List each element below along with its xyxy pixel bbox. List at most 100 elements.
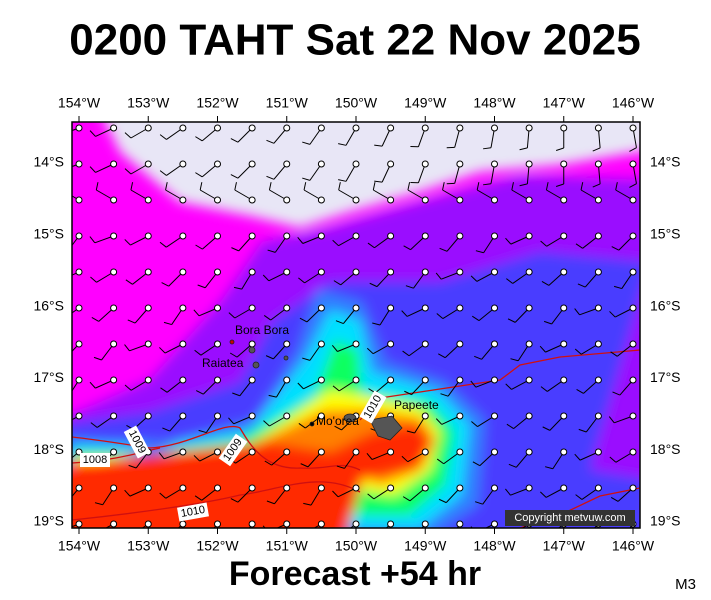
station — [75, 268, 83, 276]
lon-tick-label: 151°W — [266, 95, 309, 111]
isobar-label-box — [80, 453, 110, 467]
barb-flag — [505, 237, 512, 245]
isobar-label: 1010 — [180, 504, 206, 520]
barb-flag — [299, 317, 308, 323]
lon-tick-label: 149°W — [404, 95, 447, 111]
station — [144, 376, 152, 384]
station — [214, 448, 221, 456]
isobar-label-box — [359, 390, 387, 424]
station — [352, 448, 360, 456]
barb-flag — [555, 183, 564, 187]
barb-flag — [574, 453, 581, 461]
lat-tick-label: 14°S — [650, 154, 681, 170]
barb-flag — [302, 177, 311, 181]
station — [456, 340, 464, 348]
barb-flag — [511, 182, 514, 191]
barb-flag — [300, 463, 309, 468]
station — [352, 484, 360, 492]
station — [317, 268, 325, 276]
station — [421, 520, 429, 528]
barb-flag — [94, 502, 103, 506]
station — [75, 232, 83, 240]
station — [317, 124, 325, 132]
station — [317, 484, 325, 492]
station — [629, 268, 637, 276]
station — [179, 232, 187, 240]
barb-flag — [162, 427, 170, 432]
station — [387, 520, 395, 528]
model-label: M3 — [675, 576, 696, 593]
station — [248, 520, 256, 528]
station — [456, 196, 464, 204]
station — [179, 268, 187, 276]
station — [317, 304, 325, 312]
barb-flag — [332, 385, 340, 392]
station — [594, 160, 602, 168]
station — [352, 268, 360, 276]
station — [75, 376, 83, 384]
station — [214, 196, 221, 204]
station — [144, 484, 152, 492]
barb-flag — [125, 531, 131, 536]
station — [387, 448, 395, 456]
barb-flag — [298, 423, 306, 429]
barb-flag — [507, 318, 516, 323]
barb-flag — [124, 384, 132, 391]
barb-flag — [555, 147, 564, 151]
barb-flag — [130, 182, 134, 191]
station — [629, 484, 637, 492]
station — [456, 376, 464, 384]
place-label: Papeete — [394, 398, 439, 412]
barb-flag — [159, 492, 167, 499]
barb-flag — [333, 280, 341, 286]
station — [283, 448, 291, 456]
barb-flag — [334, 425, 342, 431]
lon-tick-label: 150°W — [335, 538, 378, 554]
barb-flag — [160, 387, 168, 393]
station — [525, 304, 533, 312]
station — [179, 448, 187, 456]
station — [75, 484, 83, 492]
station — [629, 160, 637, 168]
station — [248, 448, 256, 456]
barb-flag — [540, 240, 547, 247]
station — [387, 124, 395, 132]
station — [352, 376, 360, 384]
station — [75, 412, 83, 420]
station — [248, 304, 256, 312]
station — [283, 232, 291, 240]
station — [283, 376, 291, 384]
barb-flag — [194, 495, 203, 501]
station — [144, 304, 152, 312]
barb-flag — [124, 168, 132, 175]
barb-flag — [234, 182, 237, 191]
barb-flag — [159, 241, 167, 248]
barb-flag — [366, 347, 374, 355]
isobar-label: 1008 — [83, 454, 107, 466]
station — [629, 232, 637, 240]
barb-flag — [541, 532, 548, 536]
station — [110, 484, 118, 492]
station — [560, 196, 568, 204]
place-label: Mo'orea — [316, 414, 359, 428]
station — [560, 124, 568, 132]
station — [387, 232, 395, 240]
barb-flag — [471, 421, 478, 427]
barb-flag — [159, 134, 167, 140]
barb-flag — [539, 491, 547, 498]
barb-flag — [510, 358, 519, 362]
barb-flag — [406, 430, 415, 434]
station — [491, 520, 498, 528]
station — [248, 340, 256, 348]
barb-flag — [542, 426, 551, 431]
station — [75, 304, 83, 312]
station — [560, 412, 568, 420]
barb-flag — [372, 322, 381, 326]
lon-tick-label: 150°W — [335, 95, 378, 111]
station — [525, 160, 533, 168]
station — [421, 448, 429, 456]
barb-flag — [303, 502, 312, 506]
barb-flag — [540, 386, 548, 392]
barb-flag — [610, 496, 619, 502]
barb-flag — [158, 452, 165, 460]
